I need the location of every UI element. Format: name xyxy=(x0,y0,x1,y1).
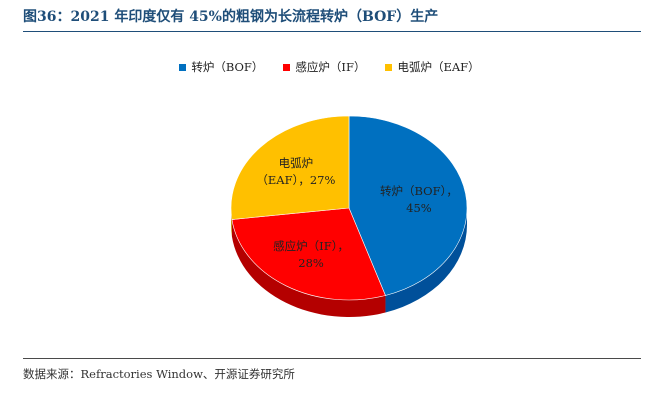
title-rule xyxy=(23,31,641,32)
pie-slice-2 xyxy=(230,115,350,220)
legend-item-if: 感应炉（IF） xyxy=(283,59,365,75)
pie-label-0-line-1: 45% xyxy=(406,201,432,215)
pie-label-2-line-0: 电弧炉 xyxy=(279,156,314,170)
pie-label-1-line-0: 感应炉（IF）， xyxy=(273,239,349,253)
figure-title: 图36：2021 年印度仅有 45%的粗钢为长流程转炉（BOF）生产 xyxy=(23,9,439,25)
legend-item-eaf: 电弧炉（EAF） xyxy=(385,59,480,75)
pie-labels: 转炉（BOF）， 45% 感应炉（IF）， 28% 电弧炉 （EAF），27% xyxy=(256,156,457,270)
legend-label-if: 感应炉（IF） xyxy=(295,60,366,74)
pie-slice-0 xyxy=(348,115,468,296)
source-rule xyxy=(23,358,641,359)
legend-label-bof: 转炉（BOF） xyxy=(191,60,264,74)
legend-item-bof: 转炉（BOF） xyxy=(179,59,263,75)
pie-label-1-line-1: 28% xyxy=(298,256,324,270)
pie-slice-1 xyxy=(231,207,386,301)
source-note: 数据来源：Refractories Window、开源证券研究所 xyxy=(23,367,295,381)
pie-label-0-line-0: 转炉（BOF）， xyxy=(380,184,458,198)
pie-side-0 xyxy=(385,208,467,313)
pie-top xyxy=(230,115,468,301)
pie-label-2-line-1: （EAF），27% xyxy=(256,173,335,187)
chart-legend: 转炉（BOF） 感应炉（IF） 电弧炉（EAF） xyxy=(0,59,659,75)
legend-swatch-eaf xyxy=(385,63,393,71)
legend-swatch-if xyxy=(283,63,291,71)
pie-side-1 xyxy=(231,219,386,318)
legend-swatch-bof xyxy=(179,63,187,71)
legend-label-eaf: 电弧炉（EAF） xyxy=(397,60,480,74)
